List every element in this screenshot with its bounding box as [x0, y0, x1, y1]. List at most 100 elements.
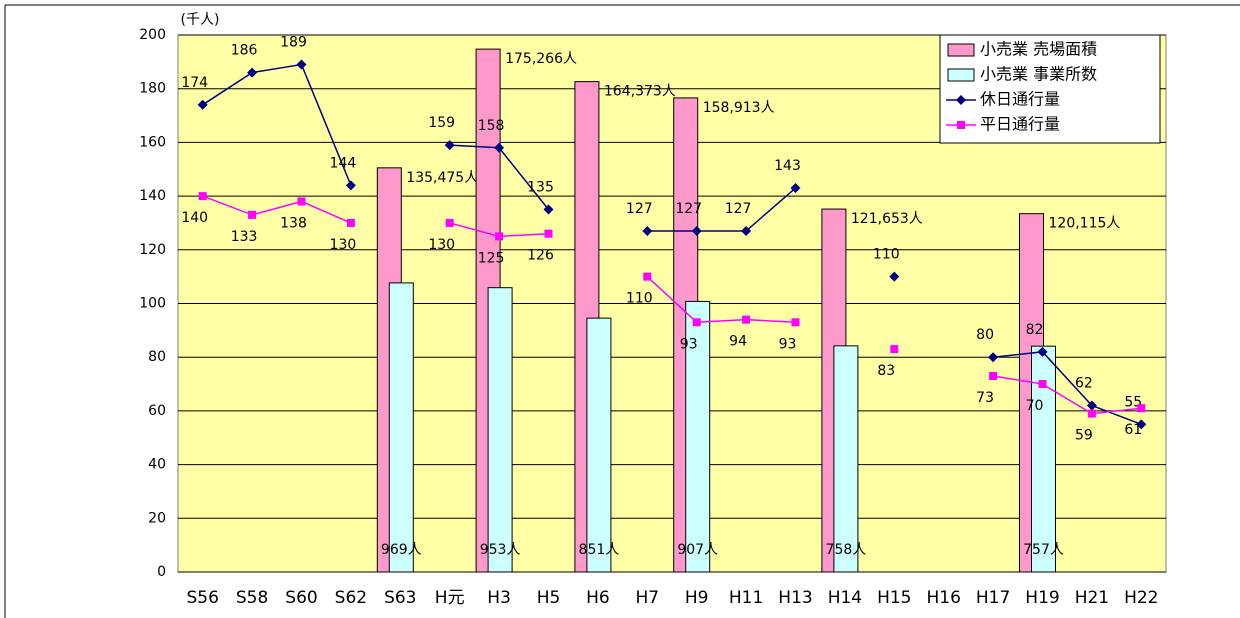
marker [544, 229, 553, 238]
marker [494, 142, 505, 153]
y-tick-label: 60 [148, 403, 166, 419]
bar [487, 287, 513, 573]
data-label: 93 [779, 336, 797, 352]
x-tick-label: H15 [877, 588, 911, 608]
data-label: 130 [428, 237, 455, 253]
data-label: 159 [428, 115, 455, 131]
data-label: 120,115人 [1049, 216, 1121, 232]
x-tick-label: H元 [435, 588, 465, 608]
data-label: 158,913人 [703, 100, 775, 116]
data-label: 953人 [480, 542, 521, 558]
x-tick-label: H7 [635, 588, 659, 608]
data-label: 130 [330, 237, 357, 253]
marker [691, 226, 702, 237]
data-label: 127 [725, 201, 752, 217]
x-tick-label: H5 [537, 588, 561, 608]
x-tick-label: H9 [685, 588, 709, 608]
marker [988, 352, 999, 363]
x-tick-label: H19 [1025, 588, 1059, 608]
marker [741, 226, 752, 237]
data-label: 851人 [579, 542, 620, 558]
marker [1087, 409, 1096, 418]
data-label: 125 [478, 250, 505, 266]
y-tick-label: 40 [148, 457, 166, 473]
marker [1086, 400, 1097, 411]
data-label: 126 [527, 248, 554, 264]
marker [197, 99, 208, 110]
data-label: 758人 [826, 542, 867, 558]
y-tick-label: 0 [157, 564, 166, 580]
y-tick-label: 140 [139, 188, 166, 204]
marker [247, 67, 258, 78]
x-tick-label: H3 [487, 588, 511, 608]
marker [495, 232, 504, 241]
data-label: 135,475人 [406, 170, 478, 186]
bar [388, 282, 414, 573]
x-tick-label: S62 [335, 588, 367, 608]
bar [833, 345, 859, 573]
x-tick-label: H14 [828, 588, 862, 608]
bar [586, 317, 612, 573]
x-tick-label: H22 [1124, 588, 1158, 608]
legend-marker [957, 121, 965, 129]
data-label: 133 [231, 229, 258, 245]
y-tick-label: 20 [148, 510, 166, 526]
marker [444, 140, 455, 151]
marker [1136, 419, 1147, 430]
marker [642, 226, 653, 237]
legend-label: 小売業 事業所数 [980, 65, 1097, 84]
data-label: 189 [280, 35, 307, 51]
data-label: 127 [626, 201, 653, 217]
data-label: 127 [675, 201, 702, 217]
marker [692, 318, 701, 327]
x-tick-label: S58 [236, 588, 268, 608]
y-tick-label: 120 [139, 242, 166, 258]
marker [890, 345, 899, 354]
marker [297, 197, 306, 206]
data-label: 110 [626, 291, 653, 307]
data-label: 135 [527, 180, 554, 196]
marker [791, 318, 800, 327]
data-label: 62 [1075, 376, 1093, 392]
data-label: 907人 [677, 542, 718, 558]
x-tick-label: S63 [384, 588, 416, 608]
marker [543, 204, 554, 215]
data-label: 174 [181, 75, 208, 91]
x-tick-label: H6 [586, 588, 610, 608]
marker [1137, 404, 1146, 413]
data-label: 59 [1075, 428, 1093, 444]
legend-swatch [947, 43, 975, 57]
x-tick-label: H11 [729, 588, 763, 608]
data-label: 61 [1124, 422, 1142, 438]
data-label: 144 [330, 155, 357, 171]
x-tick-label: S60 [285, 588, 317, 608]
legend-label: 小売業 売場面積 [980, 40, 1097, 59]
marker [1038, 380, 1047, 389]
data-label: 80 [976, 327, 994, 343]
bar [685, 300, 711, 573]
bar [1031, 345, 1056, 573]
x-tick-label: H17 [976, 588, 1010, 608]
data-label: 186 [231, 43, 258, 59]
data-label: 138 [280, 215, 307, 231]
marker [643, 272, 652, 281]
marker [989, 371, 998, 380]
marker [790, 183, 801, 194]
data-label: 73 [976, 390, 994, 406]
y-axis-label: (千人) [181, 12, 220, 28]
legend-label: 休日通行量 [980, 90, 1060, 109]
data-label: 158 [478, 118, 505, 134]
data-label: 121,653人 [851, 211, 923, 227]
marker [248, 210, 257, 219]
y-tick-label: 180 [139, 81, 166, 97]
data-label: 93 [680, 336, 698, 352]
y-tick-label: 100 [139, 296, 166, 312]
legend-swatch [947, 68, 975, 82]
data-label: 969人 [381, 542, 422, 558]
data-label: 82 [1026, 322, 1044, 338]
y-tick-label: 160 [139, 134, 166, 150]
x-tick-label: H21 [1075, 588, 1109, 608]
data-label: 757人 [1023, 542, 1064, 558]
data-label: 110 [873, 247, 900, 263]
